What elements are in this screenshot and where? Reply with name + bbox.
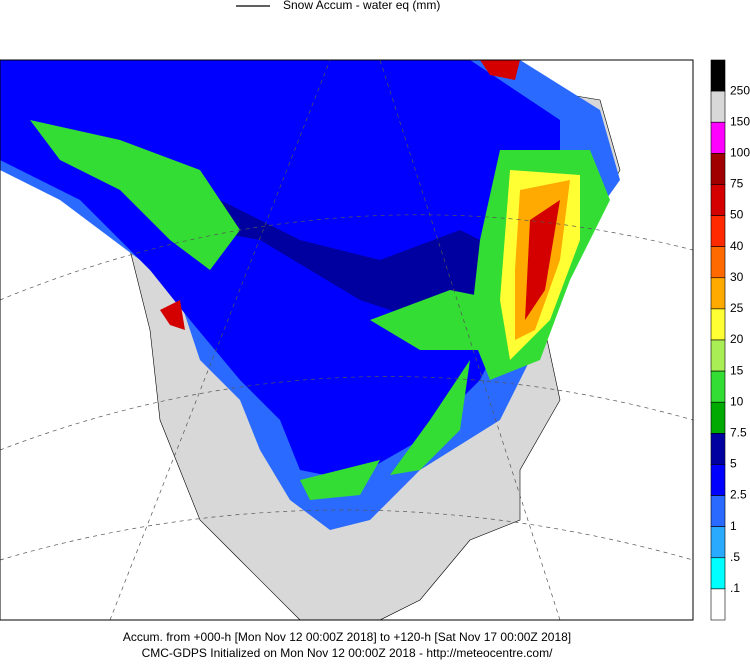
colorbar-label: 40: [730, 239, 744, 253]
footer-text: CMC-GDPS Initialized on Mon Nov 12 00:00…: [142, 646, 554, 660]
snow-area: [300, 460, 380, 500]
snow-area: [30, 120, 240, 270]
map-frame: [0, 59, 694, 621]
colorbar-label: 25: [730, 301, 744, 315]
legend-label: Snow Accum - water eq (mm): [283, 0, 440, 12]
colorbar-label: 10: [730, 394, 744, 408]
colorbar-swatch: [710, 184, 726, 216]
colorbar-label: 7.5: [730, 426, 747, 440]
colorbar-swatch: [710, 90, 726, 123]
colorbar-swatch: [710, 246, 726, 279]
colorbar: 250 150 100 75 50 40 30 25 20 15 10 7.5 5 2.5 1 .5 .1: [710, 59, 750, 621]
colorbar-label: 2.5: [730, 488, 747, 502]
snow-area: [160, 300, 185, 330]
colorbar-label: .5: [730, 550, 740, 564]
colorbar-label: 1: [730, 519, 737, 533]
snow-area: [525, 200, 560, 320]
colorbar-swatch: [710, 121, 726, 154]
colorbar-label: 15: [730, 363, 744, 377]
snow-area: [370, 290, 500, 350]
colorbar-swatch: [710, 153, 726, 185]
colorbar-swatch: [710, 464, 726, 496]
colorbar-label: 250: [730, 83, 750, 97]
footer-text: Accum. from +000-h [Mon Nov 12 00:00Z 20…: [123, 630, 571, 644]
colorbar-swatch: [710, 588, 726, 621]
colorbar-label: 5: [730, 457, 737, 471]
colorbar-swatch: [710, 308, 726, 341]
snow-area: [390, 360, 470, 475]
colorbar-swatch: [710, 59, 726, 92]
colorbar-swatch: [710, 339, 726, 372]
colorbar-label: 100: [730, 146, 750, 160]
colorbar-swatch: [710, 526, 726, 559]
colorbar-label: 75: [730, 177, 744, 191]
colorbar-swatch: [710, 215, 726, 247]
colorbar-swatch: [710, 370, 726, 403]
graticule: [0, 60, 693, 620]
colorbar-swatch: [710, 433, 726, 465]
colorbar-label: 50: [730, 208, 744, 222]
colorbar-label: .1: [730, 581, 740, 595]
snow-area: [480, 60, 520, 80]
colorbar-swatch: [710, 495, 726, 527]
colorbar-swatch: [710, 401, 726, 434]
colorbar-label: 30: [730, 270, 744, 284]
map: [0, 59, 694, 621]
colorbar-swatch: [710, 557, 726, 590]
colorbar-swatch: [710, 277, 726, 310]
colorbar-label: 150: [730, 114, 750, 128]
colorbar-label: 20: [730, 332, 744, 346]
snow-area: [150, 200, 520, 320]
